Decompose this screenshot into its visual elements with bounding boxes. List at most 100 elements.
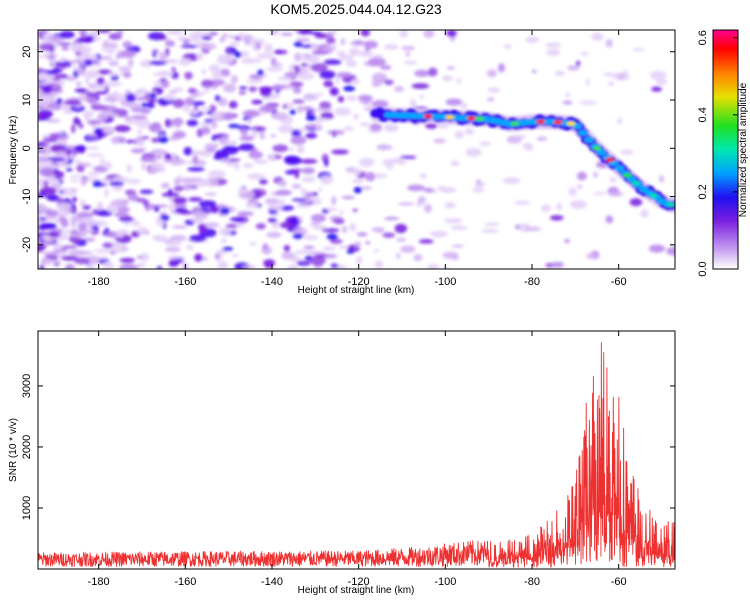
heatmap-cell (363, 40, 378, 49)
heatmap-cell (73, 257, 91, 265)
heatmap-cell (337, 95, 345, 103)
heatmap-cell (40, 235, 52, 240)
heatmap-cell (546, 48, 561, 57)
heatmap-cell (76, 81, 82, 88)
colorbar-label: Normalized spectral amplitude (738, 82, 749, 217)
heatmap-cell (296, 105, 304, 114)
heatmap-cell (272, 62, 283, 67)
heatmap-cell (295, 37, 311, 43)
heatmap-cell (69, 42, 86, 53)
heatmap-cell (84, 237, 96, 242)
heatmap-cell (230, 74, 238, 85)
heatmap-cell (199, 92, 205, 97)
heatmap-cell (372, 100, 389, 109)
heatmap-cell (383, 44, 399, 50)
heatmap-cell (371, 54, 384, 58)
heatmap-cell (439, 186, 457, 194)
heatmap-cell (296, 144, 305, 154)
heatmap-cell (168, 203, 175, 211)
heatmap-cell (352, 40, 365, 45)
heatmap-cell (192, 218, 204, 223)
heatmap-cell (549, 215, 564, 221)
ridge-mid (584, 136, 595, 143)
heatmap-cell (608, 80, 615, 87)
heatmap-cell (123, 71, 132, 78)
heatmap-cell (310, 213, 327, 223)
heatmap-cell (159, 101, 169, 106)
heatmap-cell (294, 169, 300, 179)
heatmap-cell (180, 44, 199, 48)
heatmap-cell (201, 68, 206, 76)
ridge-mid (596, 149, 607, 156)
heatmap-cell (502, 177, 521, 185)
heatmap-cell (349, 222, 357, 232)
ridge-peak (592, 146, 602, 151)
heatmap-cell (465, 147, 482, 157)
heatmap-cell (163, 94, 176, 101)
heatmap-cell (400, 245, 416, 253)
heatmap-cell (474, 181, 486, 187)
heatmap-cell (41, 35, 49, 44)
heatmap-cell (136, 226, 149, 235)
heatmap-cell (87, 171, 99, 177)
heatmap-cell (165, 118, 171, 128)
heatmap-cell (199, 122, 214, 127)
heatmap-cell (277, 76, 292, 81)
heatmap-cell (320, 112, 334, 120)
heatmap-cell (472, 187, 484, 193)
heatmap-cell (275, 189, 292, 196)
heatmap-cell (79, 199, 87, 207)
heatmap-cell (147, 99, 157, 103)
heatmap-cell (38, 155, 49, 163)
heatmap-cell (365, 46, 370, 52)
heatmap-cell (659, 174, 664, 183)
heatmap-cell (111, 136, 125, 142)
heatmap-cell (451, 255, 459, 261)
heatmap-cell (38, 94, 56, 100)
heatmap-cell (204, 118, 214, 124)
heatmap-cell (319, 70, 336, 80)
heatmap-cell (45, 163, 61, 169)
heatmap-cell (315, 116, 323, 124)
heatmap-cell (401, 45, 416, 51)
heatmap-cell (430, 230, 449, 238)
heatmap-frame (37, 29, 676, 270)
heatmap-cell (620, 149, 634, 155)
heatmap-cell (292, 233, 304, 239)
heatmap-cell (109, 181, 125, 187)
x-tick-label: -160 (174, 576, 196, 588)
heatmap-cell (200, 79, 214, 88)
heatmap-cell (192, 211, 207, 218)
heatmap-cell (173, 203, 188, 209)
heatmap-cell (140, 102, 150, 108)
heatmap-cell (454, 130, 464, 139)
heatmap-cell (75, 159, 82, 165)
heatmap-cell (266, 231, 282, 238)
heatmap-cell (58, 130, 64, 136)
heatmap-cell (355, 255, 363, 265)
heatmap-cell (248, 86, 257, 93)
heatmap-cell (173, 177, 182, 186)
heatmap-cell (131, 115, 148, 120)
heatmap-cell (248, 38, 266, 46)
heatmap-cell (259, 110, 266, 116)
heatmap-cell (85, 146, 100, 150)
heatmap-cell (97, 112, 109, 121)
heatmap-cell (76, 211, 94, 219)
x-tick-label: -120 (348, 276, 370, 288)
heatmap-cell (70, 123, 76, 134)
ridge-peak (536, 119, 546, 124)
heatmap-cell (202, 256, 208, 262)
heatmap-cell (329, 238, 343, 244)
heatmap-cell (58, 79, 66, 87)
heatmap-cell (271, 30, 279, 34)
heatmap-cell (183, 146, 193, 156)
heatmap-cell (352, 178, 364, 184)
heatmap-cell (298, 215, 304, 222)
heatmap-cell (69, 60, 77, 64)
heatmap-cell (347, 61, 355, 66)
heatmap-cell (397, 202, 415, 206)
colorbar-tick-label: 0.4 (697, 107, 709, 122)
heatmap-cell (289, 217, 298, 225)
heatmap-cell (96, 77, 105, 85)
